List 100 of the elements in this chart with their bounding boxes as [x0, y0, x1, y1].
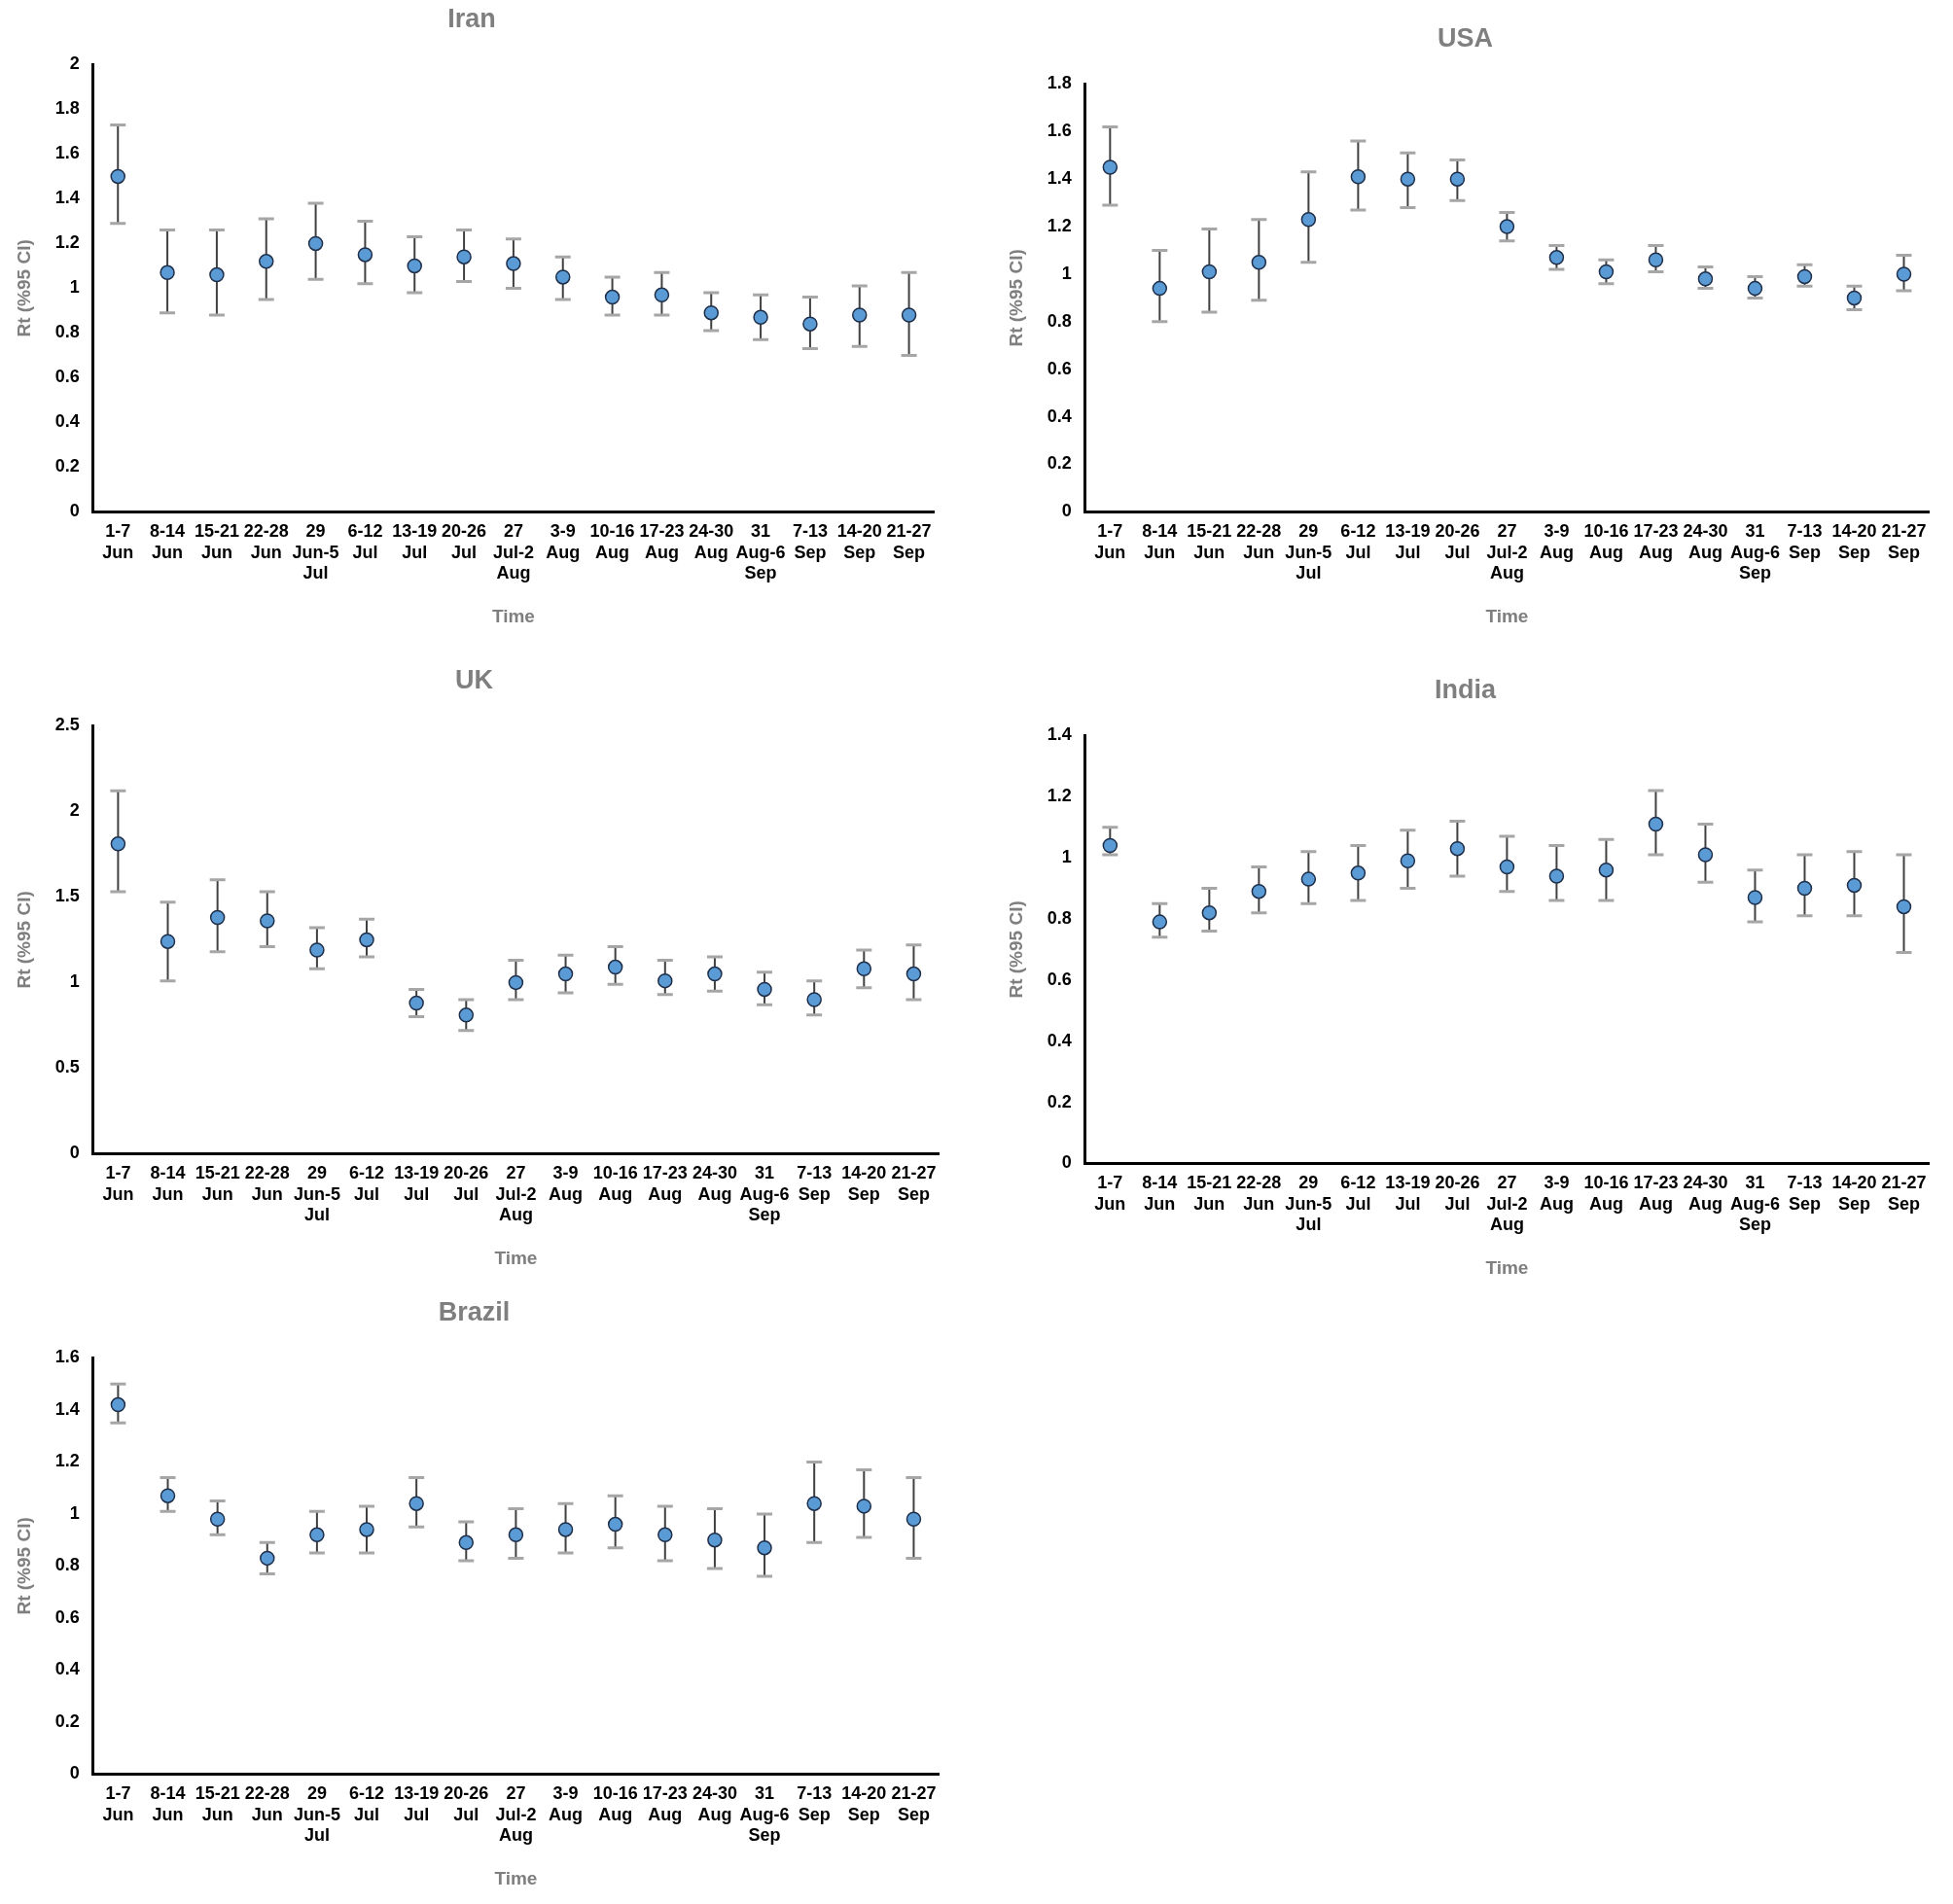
x-tick-label: 20-26 Jul	[444, 1163, 489, 1204]
y-tick-label: 0.8	[54, 1555, 80, 1575]
x-tick-label: 29 Jun-5 Jul	[292, 521, 339, 583]
y-tick-label: 1.2	[54, 232, 80, 253]
x-tick-label: 7-13 Sep	[1787, 1173, 1823, 1214]
x-tick-label: 14-20 Sep	[1831, 521, 1877, 562]
x-tick-label: 21-27 Sep	[1881, 1173, 1927, 1214]
x-tick-label: 1-7 Jun	[102, 1783, 134, 1824]
x-tick-label: 29 Jun-5 Jul	[1285, 1173, 1332, 1235]
point	[1747, 280, 1763, 297]
point	[508, 974, 524, 991]
y-axis-title: Rt (%95 CI)	[13, 1517, 34, 1615]
y-tick-label: 0.2	[54, 1710, 80, 1731]
x-tick-label: 24-30 Aug	[1683, 521, 1728, 562]
x-tick-label: 31 Aug-6 Sep	[735, 521, 786, 583]
x-tick-label: 21-27 Sep	[886, 521, 932, 562]
chart-title: USA	[1437, 22, 1494, 53]
x-axis-title: Time	[491, 605, 535, 626]
point	[1548, 868, 1565, 884]
point	[1648, 252, 1664, 268]
x-tick-label: 14-20 Sep	[841, 1783, 887, 1824]
x-tick-label: 29 Jun-5 Jul	[1285, 521, 1332, 583]
point	[1251, 254, 1267, 270]
x-tick-label: 13-19 Jul	[1385, 1173, 1431, 1214]
x-tick-label: 31 Aug-6 Sep	[1729, 1173, 1780, 1235]
point	[209, 266, 225, 283]
y-tick-label: 0	[69, 1143, 80, 1163]
y-tick-label: 0.6	[54, 1606, 80, 1627]
x-tick-label: 10-16 Aug	[1583, 1173, 1629, 1214]
x-tick-label: 22-28 Jun	[1236, 521, 1282, 562]
x-tick-label: 8-14 Jun	[150, 1163, 186, 1204]
point	[458, 1534, 475, 1551]
point	[555, 269, 571, 285]
point	[1102, 837, 1119, 854]
point	[1598, 862, 1615, 878]
y-tick-label: 0.6	[54, 367, 80, 387]
x-tick-label: 15-21 Jun	[195, 1163, 240, 1204]
x-tick-label: 1-7 Jun	[102, 1163, 134, 1204]
point	[307, 235, 324, 252]
point	[1747, 890, 1763, 905]
point	[458, 1007, 475, 1023]
x-tick-label: 3-9 Aug	[549, 1163, 584, 1204]
y-tick-label: 0.5	[54, 1057, 80, 1077]
point	[757, 1539, 772, 1556]
x-tick-label: 27 Jul-2 Aug	[1486, 521, 1528, 583]
y-tick-label: 0.2	[54, 456, 80, 476]
x-tick-label: 24-30 Aug	[692, 1163, 737, 1204]
point	[806, 992, 822, 1007]
x-tick-label: 8-14 Jun	[1142, 521, 1178, 562]
point	[1846, 290, 1863, 306]
y-tick-label: 2.5	[54, 715, 80, 735]
x-tick-label: 3-9 Aug	[1539, 521, 1574, 562]
point	[607, 959, 623, 975]
x-tick-label: 21-27 Sep	[891, 1163, 937, 1204]
y-tick-label: 0.6	[1047, 358, 1072, 378]
x-tick-label: 1-7 Jun	[1094, 1173, 1126, 1214]
x-tick-label: 15-21 Jun	[194, 521, 239, 562]
point	[905, 1511, 922, 1527]
y-axis-title: Rt (%95 CI)	[1005, 900, 1026, 999]
x-tick-label: 27 Jul-2 Aug	[1486, 1173, 1528, 1235]
x-tick-label: 14-20 Sep	[841, 1163, 887, 1204]
x-tick-label: 14-20 Sep	[836, 521, 882, 562]
x-tick-label: 29 Jun-5 Jul	[293, 1783, 340, 1846]
point	[1350, 168, 1367, 185]
point	[1697, 847, 1714, 863]
x-axis-title: Time	[1485, 1256, 1529, 1278]
y-tick-label: 1.4	[54, 1398, 80, 1419]
y-tick-label: 0	[69, 1763, 80, 1783]
point	[1499, 219, 1515, 234]
point	[1449, 171, 1466, 187]
point	[1499, 859, 1515, 875]
point	[1598, 264, 1615, 280]
x-tick-label: 3-9 Aug	[546, 521, 581, 562]
point	[1400, 171, 1416, 187]
point	[209, 909, 226, 926]
chart-title: Iran	[447, 3, 496, 33]
point	[160, 1488, 176, 1503]
x-tick-label: 21-27 Sep	[891, 1783, 937, 1824]
x-tick-label: 6-12 Jul	[1340, 521, 1376, 562]
x-tick-label: 22-28 Jun	[243, 521, 289, 562]
point	[703, 304, 719, 321]
point	[757, 981, 772, 998]
x-tick-label: 22-28 Jun	[244, 1163, 290, 1204]
y-tick-label: 0.8	[1047, 310, 1072, 331]
point	[1400, 853, 1416, 869]
point	[260, 1550, 275, 1567]
point	[309, 1527, 325, 1543]
x-tick-label: 13-19 Jul	[394, 1783, 440, 1824]
point	[856, 1499, 872, 1514]
x-tick-label: 1-7 Jun	[102, 521, 134, 562]
point	[309, 942, 325, 958]
x-tick-label: 13-19 Jul	[392, 521, 438, 562]
point	[654, 287, 670, 303]
y-axis-title: Rt (%95 CI)	[13, 891, 34, 989]
point	[160, 264, 175, 281]
x-tick-label: 6-12 Jul	[349, 1163, 385, 1204]
x-tick-label: 3-9 Aug	[1539, 1173, 1574, 1214]
point	[1697, 271, 1714, 287]
y-tick-label: 1.2	[1047, 786, 1072, 806]
chart-title: UK	[455, 664, 494, 694]
